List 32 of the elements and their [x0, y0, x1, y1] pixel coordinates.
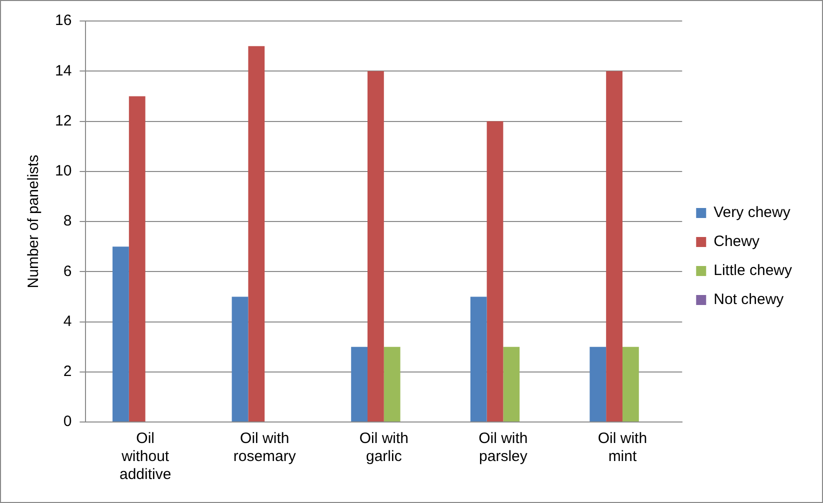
bar [368, 71, 384, 422]
bar [590, 346, 606, 422]
y-tick-label: 14 [54, 62, 72, 80]
legend-label: Not chewy [714, 291, 784, 308]
bar [112, 246, 129, 422]
legend-label: Very chewy [714, 204, 791, 222]
y-tick-label: 0 [63, 413, 72, 430]
y-tick-label: 8 [63, 212, 72, 230]
bar [248, 46, 265, 422]
x-tick-label: Oil with parsley [478, 430, 528, 466]
x-tick-label: Oil with mint [598, 430, 648, 466]
bar [232, 296, 248, 422]
bar [384, 346, 400, 422]
x-tick-label: Oil with rosemary [233, 430, 296, 466]
y-axis-title: Number of panelists [25, 154, 42, 288]
bar [470, 296, 487, 422]
y-tick-label: 6 [63, 262, 72, 280]
bar [486, 121, 504, 422]
x-tick-label: Oil without additive [119, 430, 172, 484]
y-tick-label: 12 [54, 112, 72, 130]
x-tick-label: Oil with garlic [359, 430, 408, 466]
bar [606, 71, 622, 422]
y-tick-label: 10 [54, 162, 72, 180]
bar [622, 346, 639, 422]
y-tick-label: 4 [63, 312, 72, 330]
bar [503, 346, 520, 422]
y-tick-label: 2 [63, 363, 72, 380]
legend-label: Chewy [714, 233, 760, 250]
bar [128, 96, 146, 422]
y-tick-label: 16 [54, 12, 72, 30]
bar [351, 346, 368, 422]
legend-label: Little chewy [714, 262, 792, 280]
